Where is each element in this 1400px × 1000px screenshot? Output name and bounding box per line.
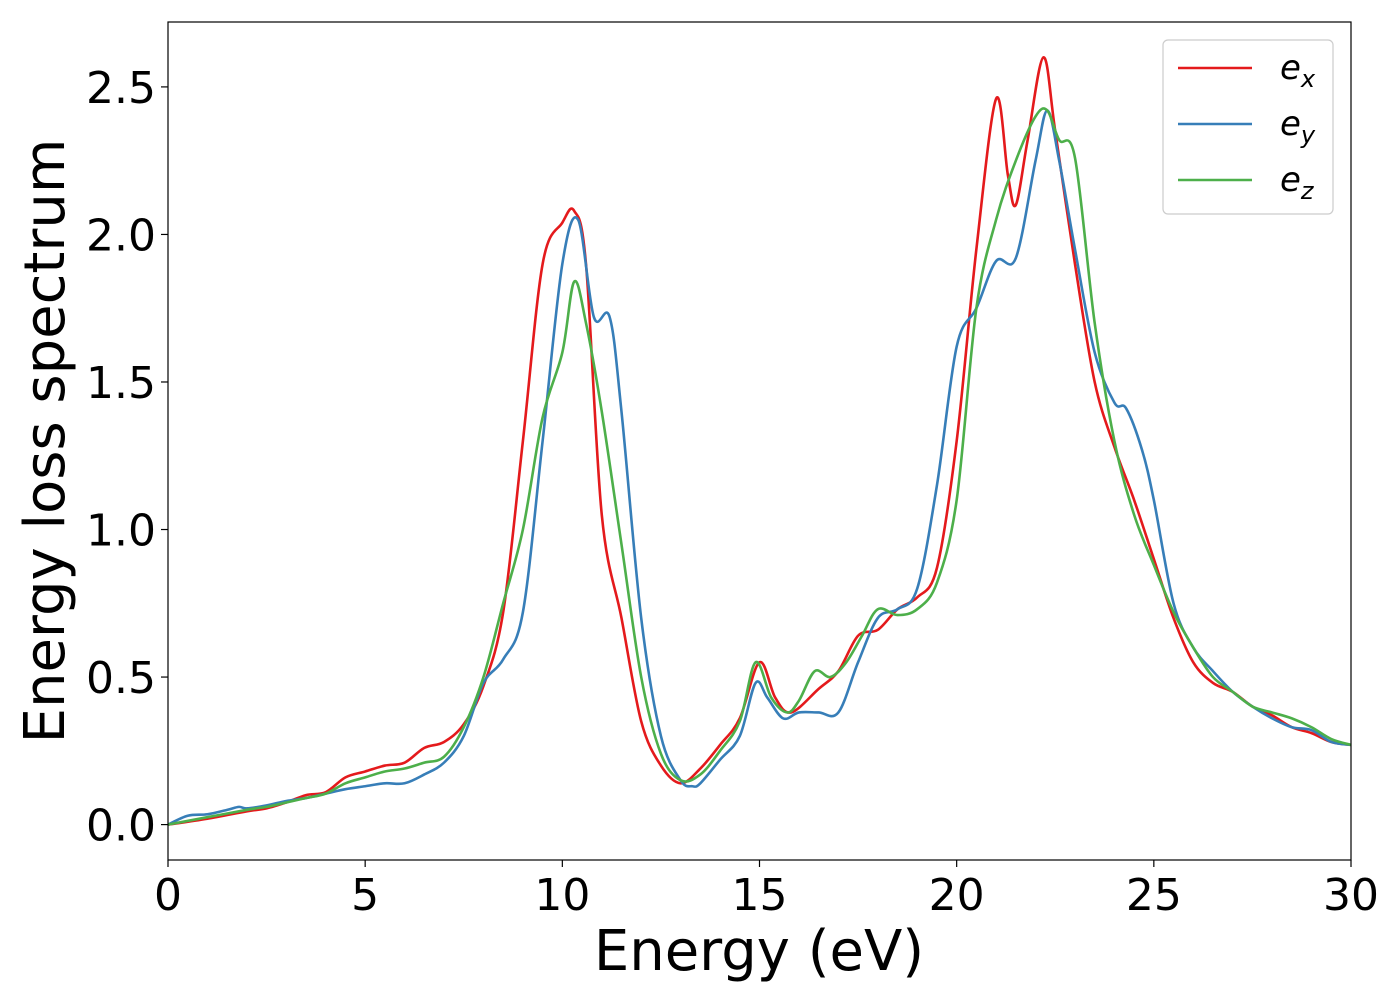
y-axis-ticks: 0.0 0.5 1.0 1.5 2.0 2.5 (86, 63, 168, 852)
x-tick-label: 10 (534, 870, 590, 921)
plot-background (168, 22, 1351, 860)
legend-label-e-z: ez (1280, 160, 1315, 205)
y-tick-label: 0.0 (86, 801, 156, 852)
legend-box (1162, 39, 1334, 215)
x-tick-label: 5 (351, 870, 379, 921)
x-tick-label: 20 (929, 870, 985, 921)
y-tick-label: 1.0 (86, 506, 156, 557)
y-axis-label: Energy loss spectrum (13, 139, 78, 744)
legend-label-e-x: ex (1280, 48, 1316, 93)
y-tick-label: 2.0 (86, 210, 156, 261)
x-axis-ticks: 0 5 10 15 20 25 30 (154, 860, 1379, 921)
series-layer (168, 56, 1351, 826)
y-tick-label: 2.5 (86, 63, 156, 114)
x-tick-label: 30 (1323, 870, 1379, 921)
series-line-e-z (168, 107, 1351, 826)
x-tick-label: 15 (732, 870, 788, 921)
series-line-e-y (168, 109, 1351, 826)
y-tick-label: 0.5 (86, 653, 156, 704)
legend-label-e-y: ey (1280, 104, 1316, 149)
y-tick-label: 1.5 (86, 358, 156, 409)
x-tick-label: 25 (1126, 870, 1182, 921)
legend: ex ey ez (1162, 39, 1334, 215)
x-axis-label: Energy (eV) (594, 919, 924, 984)
x-tick-label: 0 (154, 870, 182, 921)
